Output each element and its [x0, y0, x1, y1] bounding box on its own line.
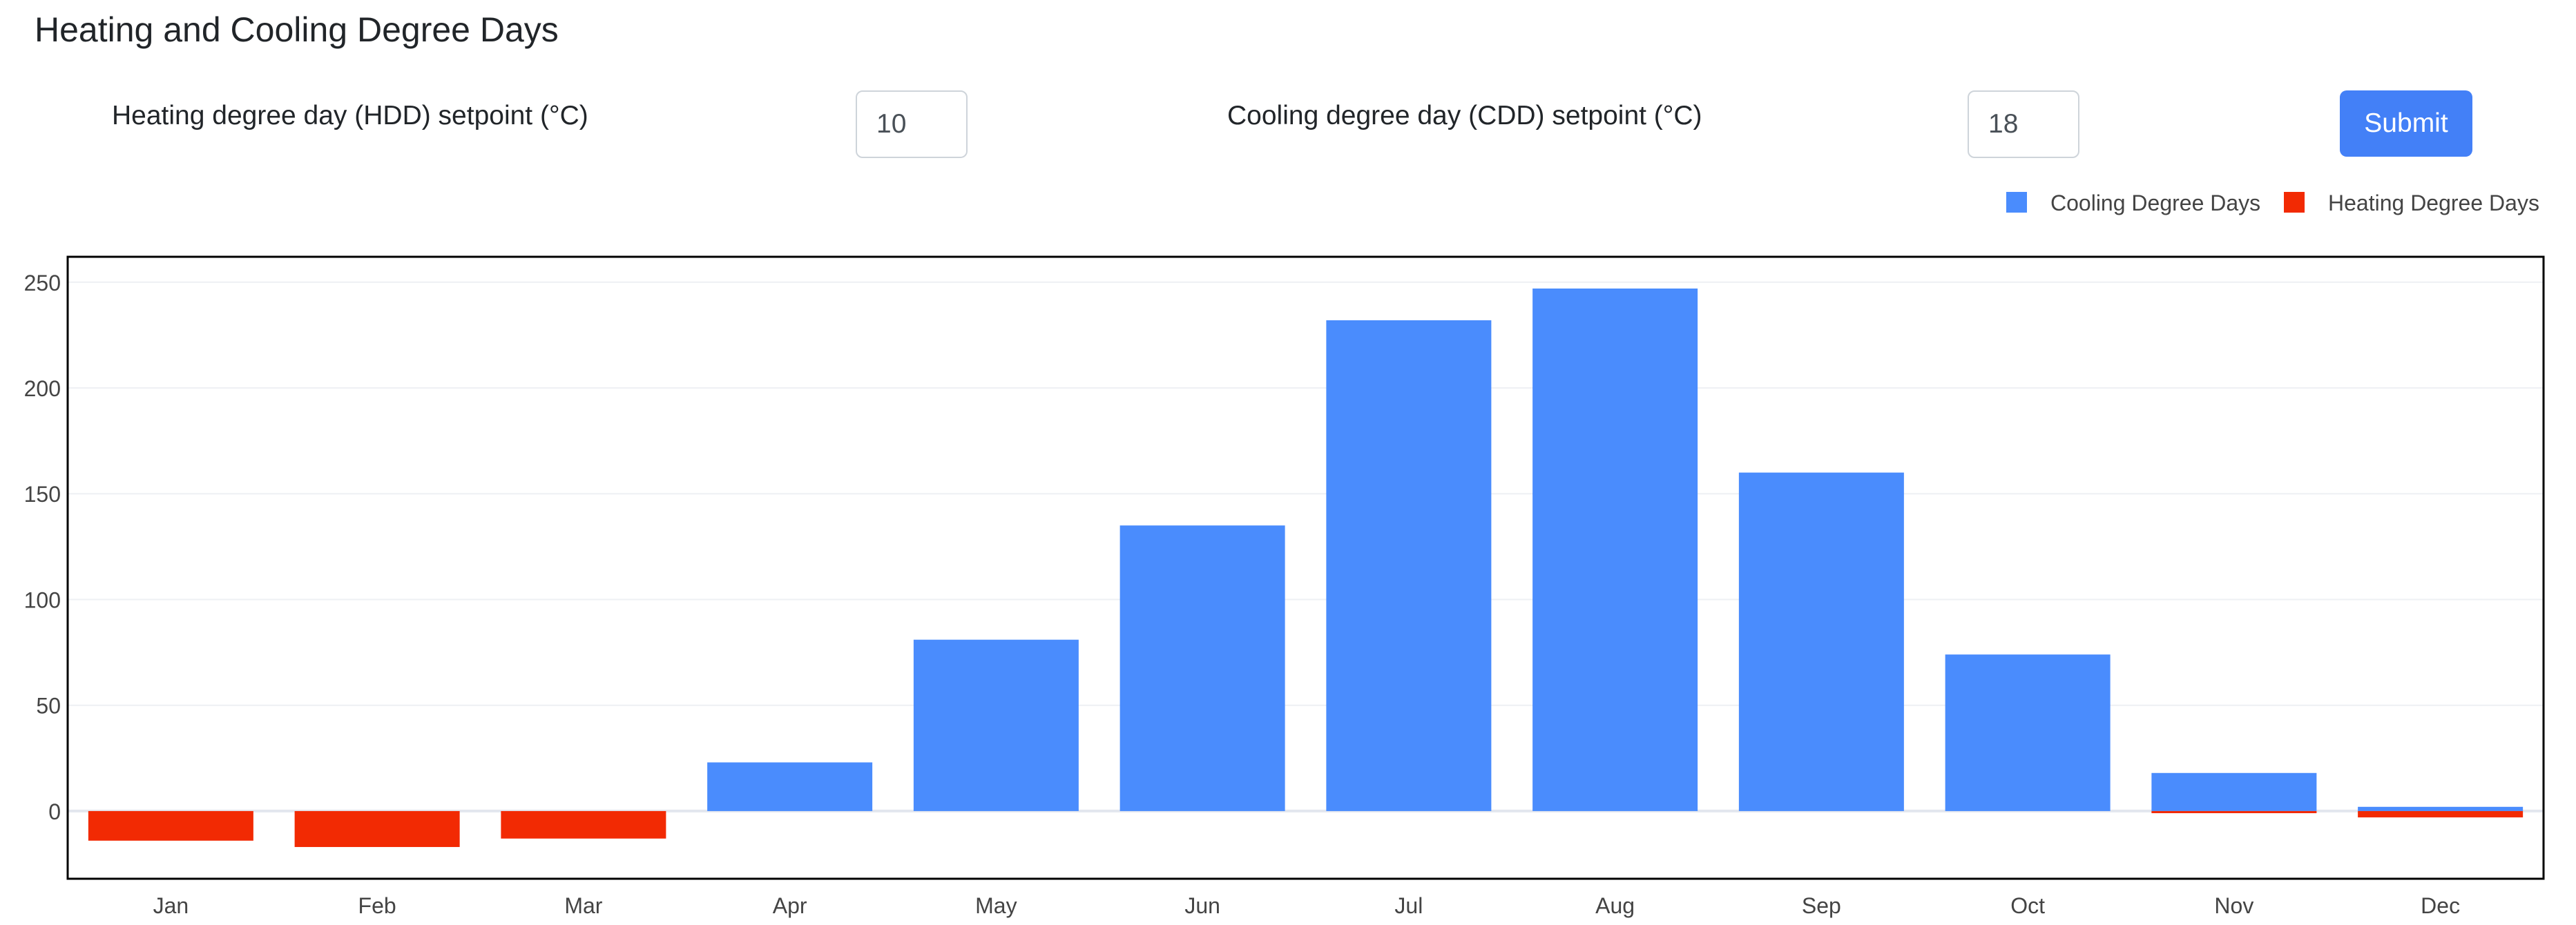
heating-bar[interactable]: [2358, 810, 2524, 818]
chart-bars: [88, 288, 2524, 848]
page-title: Heating and Cooling Degree Days: [35, 10, 559, 49]
heating-bar[interactable]: [501, 810, 666, 839]
x-tick-label: Sep: [1802, 893, 1841, 918]
cdd-setpoint-label: Cooling degree day (CDD) setpoint (°C): [1227, 101, 1702, 130]
x-tick-label: Aug: [1595, 893, 1635, 918]
cooling-bar[interactable]: [1326, 320, 1492, 811]
y-tick-label: 150: [24, 482, 61, 507]
chart-legend[interactable]: Cooling Degree Days Heating Degree Days: [2006, 191, 2539, 215]
x-tick-label: Mar: [564, 893, 602, 918]
x-tick-label: Jul: [1394, 893, 1423, 918]
hdd-setpoint-label: Heating degree day (HDD) setpoint (°C): [112, 101, 588, 130]
cooling-bar[interactable]: [2151, 772, 2317, 811]
cooling-bar[interactable]: [1532, 288, 1698, 811]
x-tick-label: Jun: [1184, 893, 1220, 918]
y-tick-label: 0: [48, 799, 61, 824]
chart-gridlines: [68, 281, 2544, 812]
x-tick-label: Apr: [773, 893, 807, 918]
y-tick-label: 100: [24, 587, 61, 612]
legend-item-cooling-swatch[interactable]: [2006, 192, 2027, 213]
y-tick-label: 200: [24, 376, 61, 401]
heating-bar[interactable]: [294, 810, 460, 848]
x-tick-label: Jan: [153, 893, 189, 918]
legend-item-cooling-label[interactable]: Cooling Degree Days: [2050, 191, 2260, 215]
legend-item-heating-swatch[interactable]: [2284, 192, 2305, 213]
x-tick-label: Feb: [358, 893, 396, 918]
x-tick-label: Oct: [2010, 893, 2045, 918]
x-axis-ticks: Jan Feb Mar Apr May Jun Jul Aug Sep Oct Nov Dec: [153, 893, 2461, 918]
cooling-bar[interactable]: [1945, 654, 2111, 811]
heating-bar[interactable]: [2151, 810, 2317, 813]
legend-item-heating-label[interactable]: Heating Degree Days: [2328, 191, 2539, 215]
heating-bar[interactable]: [88, 810, 253, 841]
x-tick-label: Dec: [2421, 893, 2460, 918]
cooling-bar[interactable]: [2358, 806, 2524, 811]
plot-frame: [66, 255, 2545, 880]
y-tick-label: 250: [24, 271, 61, 295]
submit-button[interactable]: Submit: [2340, 90, 2472, 157]
cdd-setpoint-input[interactable]: [1968, 90, 2079, 158]
cooling-bar[interactable]: [1119, 525, 1285, 811]
y-tick-label: 50: [36, 694, 61, 719]
hdd-setpoint-input[interactable]: [856, 90, 968, 158]
x-tick-label: Nov: [2214, 893, 2253, 918]
cooling-bar[interactable]: [1738, 472, 1904, 811]
cooling-bar[interactable]: [707, 762, 873, 811]
cooling-bar[interactable]: [913, 639, 1079, 811]
x-tick-label: May: [975, 893, 1017, 918]
y-axis-ticks: 0 50 100 150 200 250: [24, 271, 61, 824]
